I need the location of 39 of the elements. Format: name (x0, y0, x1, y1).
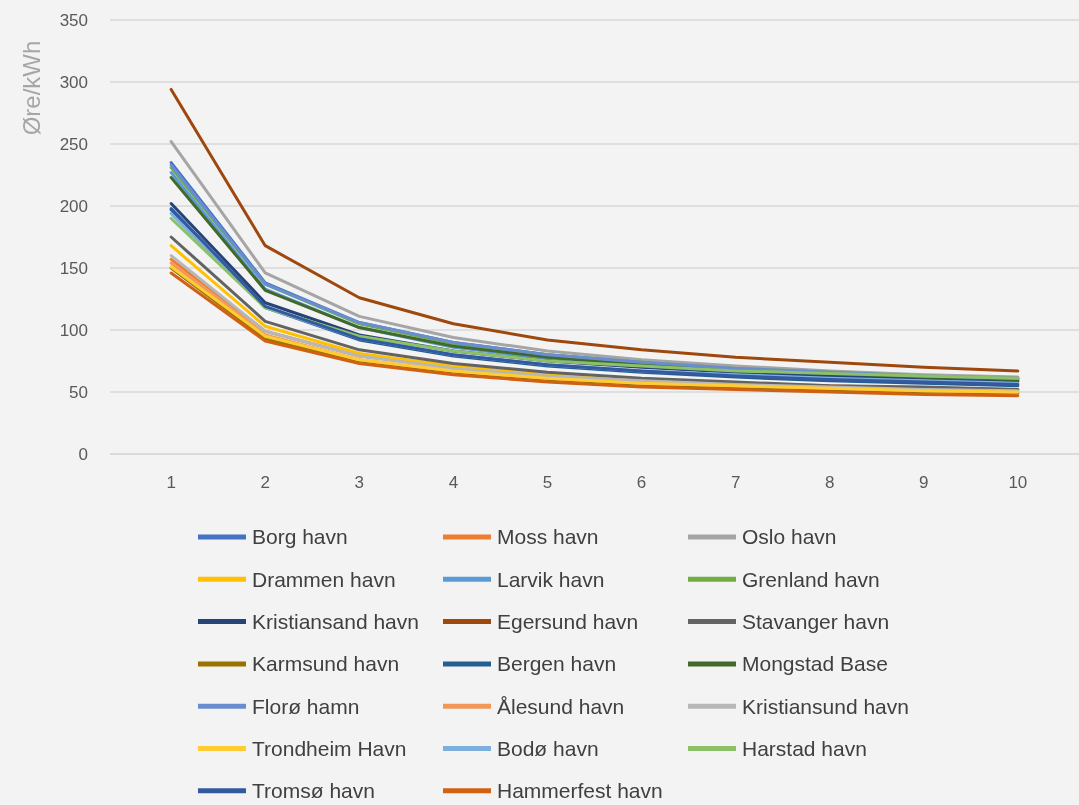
legend-label: Florø hamn (252, 694, 360, 718)
y-tick-label: 50 (69, 382, 88, 402)
y-tick-label: 300 (59, 72, 88, 92)
y-axis-title: Øre/kWh (18, 40, 45, 136)
legend-label: Tromsø havn (252, 779, 375, 803)
y-tick-label: 150 (59, 258, 88, 278)
x-tick-label: 8 (824, 473, 835, 492)
legend-label: Harstad havn (742, 736, 867, 760)
x-tick-label: 9 (919, 473, 929, 492)
x-tick-label: 2 (260, 473, 270, 492)
legend-label: Egersund havn (497, 609, 639, 633)
legend-label: Kristiansund havn (742, 694, 909, 718)
legend-label: Mongstad Base (742, 652, 888, 676)
legend-label: Borg havn (252, 525, 348, 549)
y-tick-label: 200 (59, 196, 88, 216)
legend-label: Hammerfest havn (497, 779, 663, 803)
x-tick-label: 3 (354, 473, 365, 492)
x-tick-label: 6 (636, 473, 647, 492)
legend-label: Karmsund havn (252, 652, 400, 676)
legend-label: Oslo havn (742, 525, 837, 549)
legend-label: Kristiansand havn (252, 609, 419, 633)
x-tick-label: 7 (730, 473, 741, 492)
legend-label: Ålesund havn (497, 694, 625, 718)
x-tick-label: 4 (448, 473, 459, 492)
legend-label: Stavanger havn (742, 609, 890, 633)
x-tick-label: 5 (542, 473, 553, 492)
y-tick-label: 350 (59, 10, 88, 30)
y-tick-label: 100 (59, 320, 88, 340)
x-tick-label: 1 (166, 473, 176, 492)
legend-label: Moss havn (497, 525, 599, 549)
y-tick-label: 250 (59, 134, 88, 154)
legend-label: Bergen havn (497, 652, 617, 676)
y-tick-label: 0 (78, 444, 88, 464)
legend-label: Bodø havn (497, 736, 599, 760)
x-tick-label: 10 (1008, 473, 1028, 492)
legend-label: Trondheim Havn (252, 736, 407, 760)
legend-label: Drammen havn (252, 567, 396, 591)
legend-label: Larvik havn (497, 567, 605, 591)
legend-label: Grenland havn (742, 567, 880, 591)
